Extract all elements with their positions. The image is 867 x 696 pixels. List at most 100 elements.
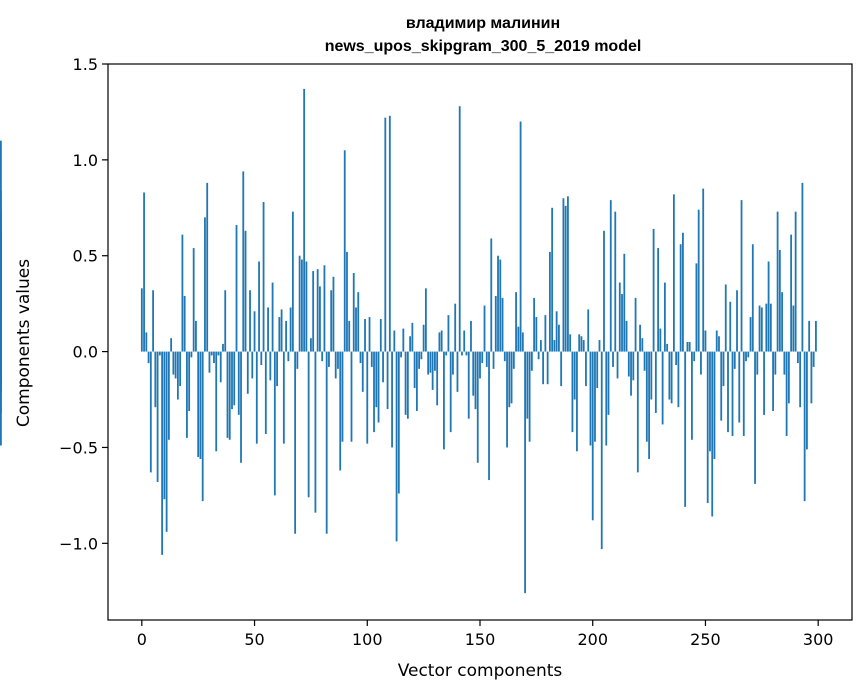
bar (558, 324, 560, 352)
bar (470, 320, 472, 352)
bar (754, 351, 756, 484)
bar (722, 351, 725, 387)
bar (535, 317, 538, 352)
bar (226, 351, 229, 438)
bar (539, 340, 542, 352)
bar (436, 351, 439, 406)
bar (512, 351, 515, 369)
bar (616, 351, 619, 379)
bar (368, 317, 371, 352)
bar (497, 255, 499, 352)
bar (222, 343, 224, 352)
bar (763, 351, 765, 415)
bar (546, 351, 549, 385)
bar (569, 334, 572, 352)
bar (328, 351, 330, 367)
bar (524, 351, 526, 594)
bar (186, 351, 188, 438)
bar (427, 351, 430, 375)
x-tick-label: 300 (803, 630, 834, 649)
bar (812, 351, 815, 367)
bar (208, 351, 211, 373)
bar (787, 351, 790, 404)
bar (467, 351, 470, 419)
bar (253, 311, 256, 352)
bar (343, 150, 346, 352)
bar (395, 351, 398, 542)
bar (657, 248, 660, 352)
bar (682, 232, 684, 352)
bar (785, 351, 788, 436)
bar (213, 351, 215, 364)
bar (567, 196, 569, 352)
bar (794, 211, 797, 352)
bar (321, 351, 324, 362)
bar (346, 251, 348, 352)
bar (269, 351, 272, 381)
bar (310, 338, 312, 352)
bar (663, 282, 666, 352)
bar (693, 351, 696, 362)
bar (280, 309, 283, 352)
bar (537, 351, 540, 360)
bar (233, 351, 236, 406)
bar (573, 351, 576, 400)
x-tick-label: 0 (137, 630, 147, 649)
bar (652, 228, 655, 352)
bar (201, 351, 204, 502)
bar (337, 351, 339, 369)
bar (510, 351, 513, 404)
bar (756, 351, 759, 375)
bar (190, 351, 193, 358)
bar (609, 200, 612, 352)
bar (249, 290, 251, 352)
bar (688, 342, 691, 352)
bar (767, 261, 770, 352)
bar (228, 351, 231, 440)
bar (494, 295, 497, 352)
bar (709, 351, 711, 452)
bar (251, 351, 254, 379)
y-axis-ticks: −1.0 −0.5 0.0 0.5 1.0 1.5 (59, 55, 108, 553)
bar (314, 351, 317, 513)
bar (625, 320, 628, 352)
x-tick-label: 250 (690, 630, 721, 649)
bar (630, 351, 632, 396)
bar (303, 88, 306, 352)
bar (774, 351, 777, 375)
bar (452, 351, 454, 375)
bar (483, 305, 486, 352)
bar (420, 351, 423, 360)
bar (801, 182, 804, 352)
bar (143, 192, 145, 352)
bar (359, 351, 362, 364)
bar (582, 340, 585, 352)
bar (677, 351, 680, 408)
bar (481, 351, 484, 364)
bar (429, 351, 432, 373)
bar (501, 297, 504, 352)
bar (271, 282, 274, 352)
bar (147, 351, 150, 364)
bar (158, 351, 161, 356)
bar (659, 328, 662, 352)
bar (377, 351, 380, 423)
bar (562, 198, 565, 352)
bar (0, 351, 2, 446)
bar (607, 351, 610, 415)
bar (174, 351, 177, 379)
bar (639, 324, 641, 352)
bar (443, 351, 445, 450)
bar (235, 225, 238, 352)
bar (237, 351, 240, 415)
bar (364, 318, 366, 352)
bar (373, 351, 375, 433)
bar (526, 351, 529, 419)
bar (686, 342, 689, 352)
bar (711, 351, 714, 517)
bar (0, 244, 2, 352)
bar (654, 351, 657, 413)
chart-title: владимир малинин news_upos_skipgram_300_… (325, 15, 642, 55)
bar (691, 351, 693, 440)
bar (636, 351, 639, 473)
